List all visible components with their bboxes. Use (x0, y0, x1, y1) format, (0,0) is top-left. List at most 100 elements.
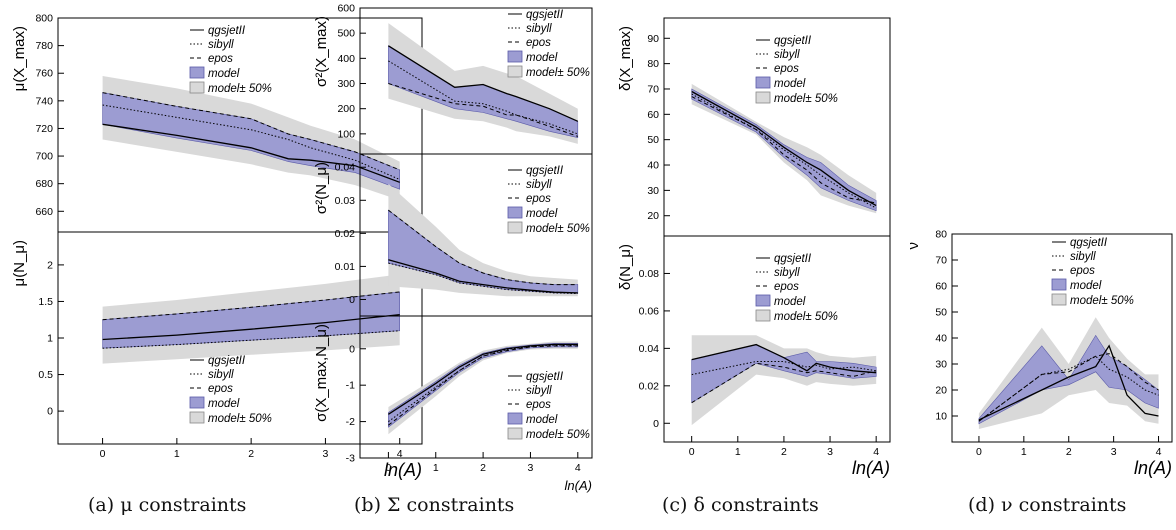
x-tick-label: 2 (1066, 446, 1072, 458)
y-tick-label: 60 (935, 281, 947, 293)
model-band-c_bot (691, 344, 877, 404)
legend-swatch-model-50 (507, 427, 523, 440)
x-tick-label: 1 (1021, 446, 1027, 458)
x-tick-label: 4 (397, 448, 403, 460)
y-tick-label: 720 (35, 123, 53, 135)
series-line-epos (388, 209, 578, 286)
y-tick-label: 0 (47, 406, 53, 418)
y-tick-label: 80 (935, 229, 947, 241)
y-axis-label: μ(X_max) (11, 26, 28, 91)
series-line-sibyll (388, 60, 578, 135)
panel-a_top: 660 680 700 720 740 760 780 800 μ(X_max) qgsjetII… (11, 13, 423, 233)
panel-a_bot: 0 0.5 1 1.5 2 0 1 2 3 4ln(A) μ(N_μ) qgsjetII sibyll e… (11, 231, 423, 480)
series-line-sibyll (691, 361, 877, 376)
y-tick-label: -1 (346, 380, 355, 392)
y-tick-label: 0.06 (639, 305, 660, 317)
legend-label-qgsjetII: qgsjetII (774, 253, 812, 265)
legend-label-epos: epos (526, 399, 551, 411)
x-tick-label: 0 (385, 462, 391, 474)
legend-swatch-model (755, 76, 771, 89)
y-tick-label: 0 (349, 294, 355, 306)
legend: qgsjetII sibyll epos model model± 50% (189, 355, 272, 425)
x-axis-label: ln(A) (1134, 458, 1172, 478)
legend-swatch-model (1051, 278, 1067, 291)
legend-swatch-model-50 (755, 309, 771, 322)
series-line-qgsjetII (691, 343, 877, 374)
legend-label-qgsjetII: qgsjetII (208, 25, 246, 37)
legend-label-model-50: model± 50% (208, 413, 272, 425)
legend-label-model-50: model± 50% (774, 93, 838, 105)
x-tick-label: 2 (480, 462, 486, 474)
legend-label-sibyll: sibyll (208, 369, 234, 381)
x-tick-label: 1 (433, 462, 439, 474)
series-line-sibyll (388, 262, 578, 294)
y-tick-label: 0.5 (38, 369, 53, 381)
legend-swatch-model-50 (507, 221, 523, 234)
caption-b: (b) Σ constraints (354, 494, 515, 516)
series-line-sibyll (388, 344, 578, 423)
panel-c_bot: 0 0.02 0.04 0.06 0.08 0 1 2 3 4ln(A) δ(N_μ) qgsjetI… (617, 235, 891, 478)
legend-label-epos: epos (208, 53, 233, 65)
legend-label-model-50: model± 50% (526, 223, 590, 235)
y-tick-label: 700 (35, 151, 53, 163)
y-tick-label: 680 (35, 178, 53, 190)
y-tick-label: 0.04 (335, 162, 356, 174)
legend-label-model-50: model± 50% (526, 67, 590, 79)
series-line-qgsjetII (978, 344, 1159, 421)
legend-label-qgsjetII: qgsjetII (208, 355, 246, 367)
legend: qgsjetII sibyll epos model model± 50% (755, 253, 838, 323)
outer-band-d (978, 317, 1159, 429)
y-tick-label: 10 (935, 411, 947, 423)
legend-label-model: model (526, 414, 558, 426)
legend-label-model-50: model± 50% (774, 311, 838, 323)
y-tick-label: 70 (647, 83, 659, 95)
panel-b_bot: -3-2-100 1 2 3 4ln(A)σ(X_max,N_μ) qgsjetIIsib… (313, 315, 593, 493)
series-line-epos (691, 362, 877, 404)
y-tick-label: 60 (647, 109, 659, 121)
y-tick-label: 1.5 (38, 296, 53, 308)
legend-label-qgsjetII: qgsjetII (526, 371, 564, 383)
y-axis-label: σ(X_max,N_μ) (313, 324, 330, 422)
y-tick-label: 0.04 (639, 343, 660, 355)
plot-frame (359, 315, 593, 459)
x-tick-label: 0 (100, 448, 106, 460)
legend: qgsjetII sibyll epos model model± 50% (1051, 237, 1134, 307)
legend-swatch-model (507, 50, 523, 63)
y-tick-label: 0.02 (335, 228, 356, 240)
legend-label-qgsjetII: qgsjetII (526, 9, 564, 21)
x-axis-label: ln(A) (384, 460, 422, 480)
x-axis-label: ln(A) (852, 458, 890, 478)
legend-label-model-50: model± 50% (208, 83, 272, 95)
x-tick-label: 4 (873, 446, 879, 458)
legend-swatch-model (507, 206, 523, 219)
y-tick-label: 660 (35, 206, 53, 218)
legend: qgsjetII sibyll epos model model± 50% (507, 371, 590, 441)
series-line-qgsjetII (691, 90, 877, 207)
series-line-qgsjetII (102, 123, 400, 183)
x-tick-label: 0 (976, 446, 982, 458)
caption-c: (c) δ constraints (662, 494, 819, 516)
y-axis-label: σ²(N_μ) (313, 162, 330, 214)
x-tick-label: 3 (1111, 446, 1117, 458)
panel-c_top: 20 30 40 50 60 70 80 90 δ(X_max) qgsjetII sibyll ep… (617, 17, 891, 237)
y-tick-label: 600 (337, 3, 355, 15)
legend-swatch-model-50 (1051, 293, 1067, 306)
series-line-epos (102, 291, 400, 321)
legend: qgsjetII sibyll epos model model± 50% (755, 35, 838, 105)
legend-swatch-model-50 (755, 91, 771, 104)
y-tick-label: 800 (35, 13, 53, 25)
legend-label-sibyll: sibyll (774, 267, 800, 279)
legend-swatch-model-50 (189, 411, 205, 424)
y-tick-label: 50 (935, 307, 947, 319)
legend-swatch-model-50 (189, 81, 205, 94)
series-line-epos (691, 96, 877, 204)
y-tick-label: 40 (647, 160, 659, 172)
x-axis-label: ln(A) (565, 478, 592, 493)
panel-b_top: 100 200 300 400 500 600 σ²(X_max) qgsjetII sibyl… (313, 3, 593, 155)
y-tick-label: 0.03 (335, 195, 356, 207)
y-tick-label: 740 (35, 95, 53, 107)
legend-label-sibyll: sibyll (208, 39, 234, 51)
x-tick-label: 3 (528, 462, 534, 474)
x-tick-label: 0 (689, 446, 695, 458)
